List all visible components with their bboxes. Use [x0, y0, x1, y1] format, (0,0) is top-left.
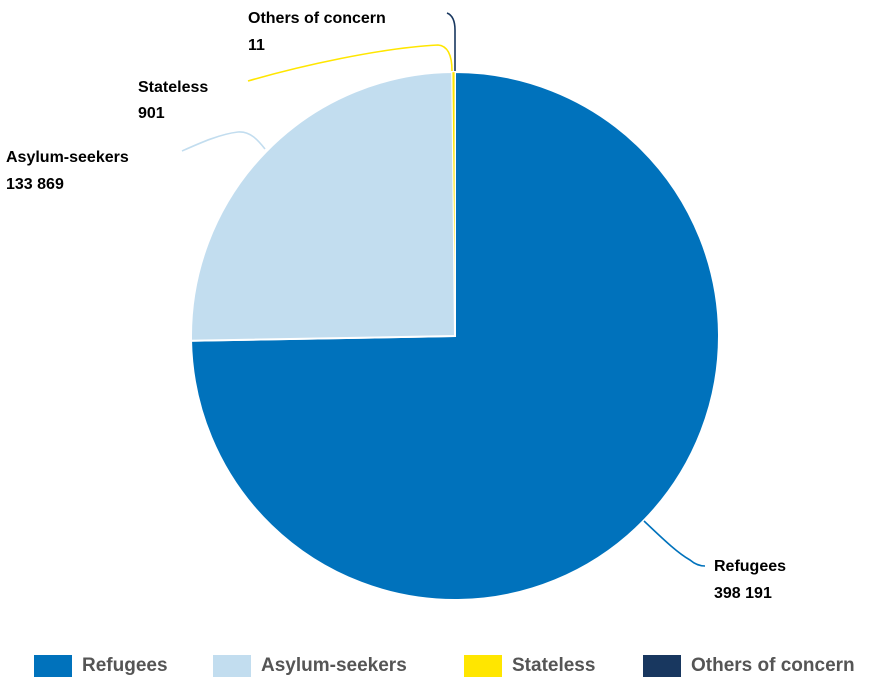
legend-swatch-refugees	[34, 655, 72, 677]
label-name-asylum-seekers: Asylum-seekers	[6, 149, 129, 166]
leader-line-others-of-concern	[446, 12, 456, 71]
label-value-refugees: 398 191	[714, 585, 772, 602]
legend: Refugees Asylum-seekers Stateless Others…	[0, 651, 878, 681]
legend-item-refugees: Refugees	[34, 651, 168, 681]
legend-item-asylum-seekers: Asylum-seekers	[213, 651, 407, 681]
leader-line-asylum-seekers	[181, 131, 266, 152]
label-name-stateless: Stateless	[138, 79, 208, 96]
label-value-others-of-concern: 11	[248, 37, 265, 54]
legend-label-asylum-seekers: Asylum-seekers	[261, 655, 407, 676]
legend-swatch-others-of-concern	[643, 655, 681, 677]
legend-item-stateless: Stateless	[464, 651, 595, 681]
leader-line-refugees	[643, 520, 706, 567]
leader-lines	[181, 12, 706, 567]
legend-label-stateless: Stateless	[512, 655, 596, 676]
legend-item-others-of-concern: Others of concern	[643, 651, 855, 681]
leader-line-stateless	[247, 44, 453, 82]
pie-chart: Refugees 398 191 Asylum-seekers 133 869 …	[6, 10, 786, 602]
label-name-others-of-concern: Others of concern	[248, 10, 386, 27]
legend-swatch-stateless	[464, 655, 502, 677]
label-value-asylum-seekers: 133 869	[6, 176, 64, 193]
label-name-refugees: Refugees	[714, 558, 786, 575]
pie-slices	[190, 70, 720, 601]
legend-label-others-of-concern: Others of concern	[691, 655, 855, 676]
legend-label-refugees: Refugees	[82, 655, 168, 676]
pie-slice-asylum-seekers	[190, 71, 457, 342]
label-value-stateless: 901	[138, 105, 165, 122]
legend-swatch-asylum-seekers	[213, 655, 251, 677]
